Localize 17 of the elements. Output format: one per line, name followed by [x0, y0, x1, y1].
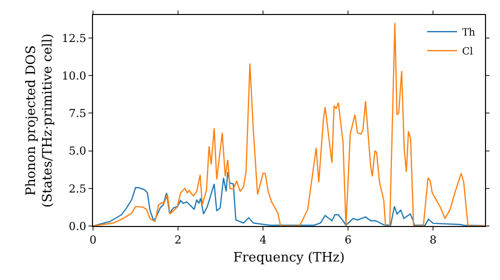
y-tick-label: 10.0 — [62, 69, 86, 82]
legend-label: Cl — [462, 46, 473, 58]
x-tick-label: 2 — [174, 234, 182, 247]
x-axis-title: Frequency (THz) — [233, 250, 345, 266]
x-tick-label: 8 — [430, 234, 437, 247]
legend-label: Th — [462, 28, 476, 39]
y-tick-label: 12.5 — [62, 32, 86, 45]
y-tick-label: 2.5 — [68, 182, 86, 196]
y-axis-title: Phonon projected DOS (States/THz·primitive cell) — [24, 33, 56, 208]
x-tick-label: 4 — [260, 234, 267, 247]
y-tick-label: 0.0 — [68, 220, 86, 233]
y-tick-label: 7.5 — [68, 107, 86, 120]
x-tick-label: 6 — [344, 234, 352, 247]
y-tick-label: 5.0 — [68, 144, 86, 158]
line-series — [93, 171, 485, 226]
line-series — [93, 22, 485, 226]
x-tick-label: 0 — [90, 234, 96, 247]
